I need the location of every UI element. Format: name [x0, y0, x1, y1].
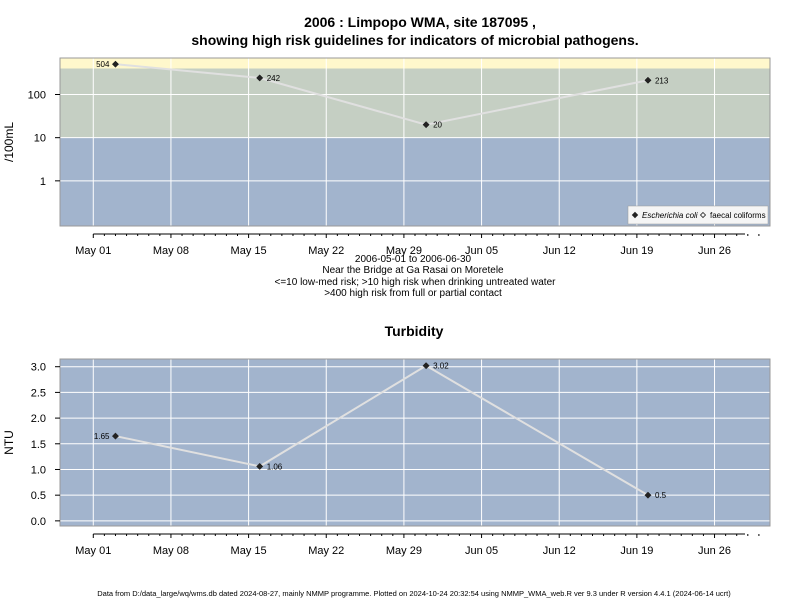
caption-date-range: 2006-05-01 to 2006-06-30 [355, 254, 472, 265]
data-label: 0.5 [655, 491, 667, 500]
data-label: 504 [96, 60, 110, 69]
turbidity-chart-panel: 0.0 0.5 1.0 1.5 2.0 2.5 3.0 May 01 May 08 May 15 M… [2, 358, 771, 557]
x-tick-label: May 22 [308, 245, 344, 257]
y-tick-label: 100 [28, 89, 46, 101]
data-label: 242 [267, 74, 281, 83]
y-tick-label: 2.5 [31, 387, 46, 399]
x-tick-label: May 01 [75, 245, 111, 257]
y-axis-title: /100mL [2, 122, 16, 162]
x-tick-label: Jun 12 [543, 245, 576, 257]
plot-border [59, 358, 771, 527]
x-tick-label: Jun 05 [465, 245, 498, 257]
footer-note: Data from D:/data_large/wq/wms.db dated … [97, 589, 731, 598]
y-tick-label: 1.5 [31, 439, 46, 451]
microbial-chart-caption: 2006-05-01 to 2006-06-30 Near the Bridge… [275, 254, 557, 299]
data-point [111, 432, 120, 440]
x-tick-label: Jun 19 [620, 545, 653, 557]
data-point [422, 121, 430, 129]
y-tick-label: 3.0 [31, 362, 46, 374]
figure-title-line2: showing high risk guidelines for indicat… [191, 32, 638, 48]
legend-label-e-coli: Escherichia coli [642, 211, 698, 220]
series-line [115, 63, 649, 126]
x-tick-label: May 15 [231, 245, 267, 257]
x-tick-label: May 29 [386, 245, 422, 257]
data-point [256, 462, 264, 470]
series-line [115, 364, 649, 497]
plot-background [60, 359, 770, 526]
x-tick-label: May 29 [386, 545, 422, 557]
y-axis-title: NTU [2, 430, 16, 455]
risk-band-high-contact [60, 58, 770, 69]
risk-band-high [60, 68, 770, 138]
x-tick-label: Jun 26 [698, 245, 731, 257]
figure-title-line1: 2006 : Limpopo WMA, site 187095 , [304, 14, 536, 30]
y-tick-label: 1.0 [31, 464, 46, 476]
data-label: 3.02 [433, 362, 449, 371]
chart-legend: Escherichia coli faecal coliforms [627, 205, 769, 225]
data-point [644, 491, 652, 499]
y-tick-label: 1 [40, 176, 46, 188]
y-tick-label: 2.0 [31, 413, 46, 425]
y-tick-label: 0.0 [31, 516, 46, 528]
x-tick-label: May 01 [75, 545, 111, 557]
data-point [111, 60, 120, 68]
data-label: 1.06 [267, 462, 283, 471]
data-point [256, 74, 264, 82]
x-tick-label: Jun 05 [465, 545, 498, 557]
x-tick-label: May 08 [153, 245, 189, 257]
x-tick-label: Jun 19 [620, 245, 653, 257]
y-tick-label: 10 [34, 133, 46, 145]
legend-label-faecal-coliforms: faecal coliforms [710, 211, 766, 220]
x-tick-label: May 15 [231, 545, 267, 557]
x-tick-label: Jun 26 [698, 545, 731, 557]
caption-risk-drinking: <=10 low-med risk; >10 high risk when dr… [275, 277, 557, 288]
legend-box [627, 205, 769, 225]
caption-site: Near the Bridge at Ga Rasai on Moretele [322, 265, 504, 276]
turbidity-chart-title: Turbidity [385, 323, 444, 339]
x-tick-label: May 22 [308, 545, 344, 557]
x-tick-label: May 08 [153, 545, 189, 557]
legend-marker-filled [631, 211, 639, 219]
y-tick-label: 0.5 [31, 490, 46, 502]
data-label: 1.65 [94, 432, 110, 441]
caption-risk-contact: >400 high risk from full or partial cont… [324, 288, 502, 299]
microbial-chart-panel: 1 10 100 May 01 May 08 May 15 May 22 May 29 Jun … [2, 57, 771, 257]
data-point [644, 76, 652, 84]
data-label: 213 [655, 76, 669, 85]
x-tick-label: Jun 12 [543, 545, 576, 557]
data-point [422, 362, 430, 370]
data-label: 20 [433, 121, 442, 130]
legend-marker-open [699, 211, 707, 219]
plot-border [59, 57, 771, 227]
